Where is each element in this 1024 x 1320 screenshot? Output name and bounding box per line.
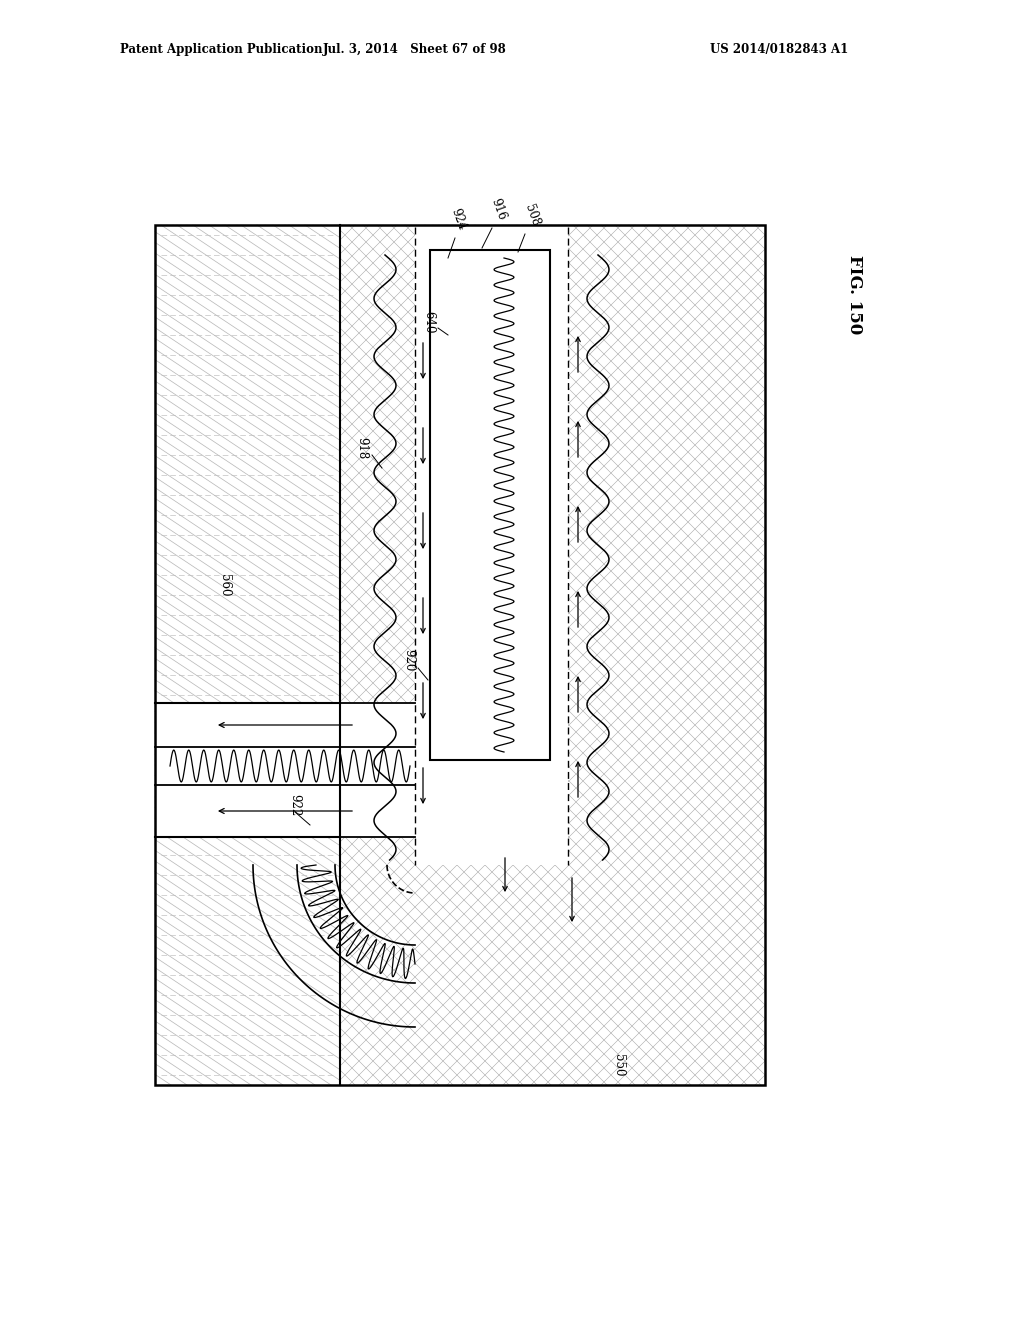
Text: 920: 920 <box>402 649 415 671</box>
Text: Jul. 3, 2014   Sheet 67 of 98: Jul. 3, 2014 Sheet 67 of 98 <box>324 44 507 57</box>
Text: 916: 916 <box>488 197 508 222</box>
Text: Patent Application Publication: Patent Application Publication <box>120 44 323 57</box>
Text: 924: 924 <box>449 206 468 232</box>
Text: 918: 918 <box>355 437 368 459</box>
Text: 550: 550 <box>611 1053 625 1076</box>
Text: 560: 560 <box>218 574 231 597</box>
Text: 640: 640 <box>422 310 435 333</box>
Text: 922: 922 <box>288 793 301 816</box>
Polygon shape <box>155 224 340 1085</box>
Text: US 2014/0182843 A1: US 2014/0182843 A1 <box>710 44 848 57</box>
Polygon shape <box>415 224 568 865</box>
Polygon shape <box>155 704 415 837</box>
Polygon shape <box>430 249 550 760</box>
Text: FIG. 150: FIG. 150 <box>847 255 863 335</box>
Text: 508: 508 <box>522 202 542 228</box>
